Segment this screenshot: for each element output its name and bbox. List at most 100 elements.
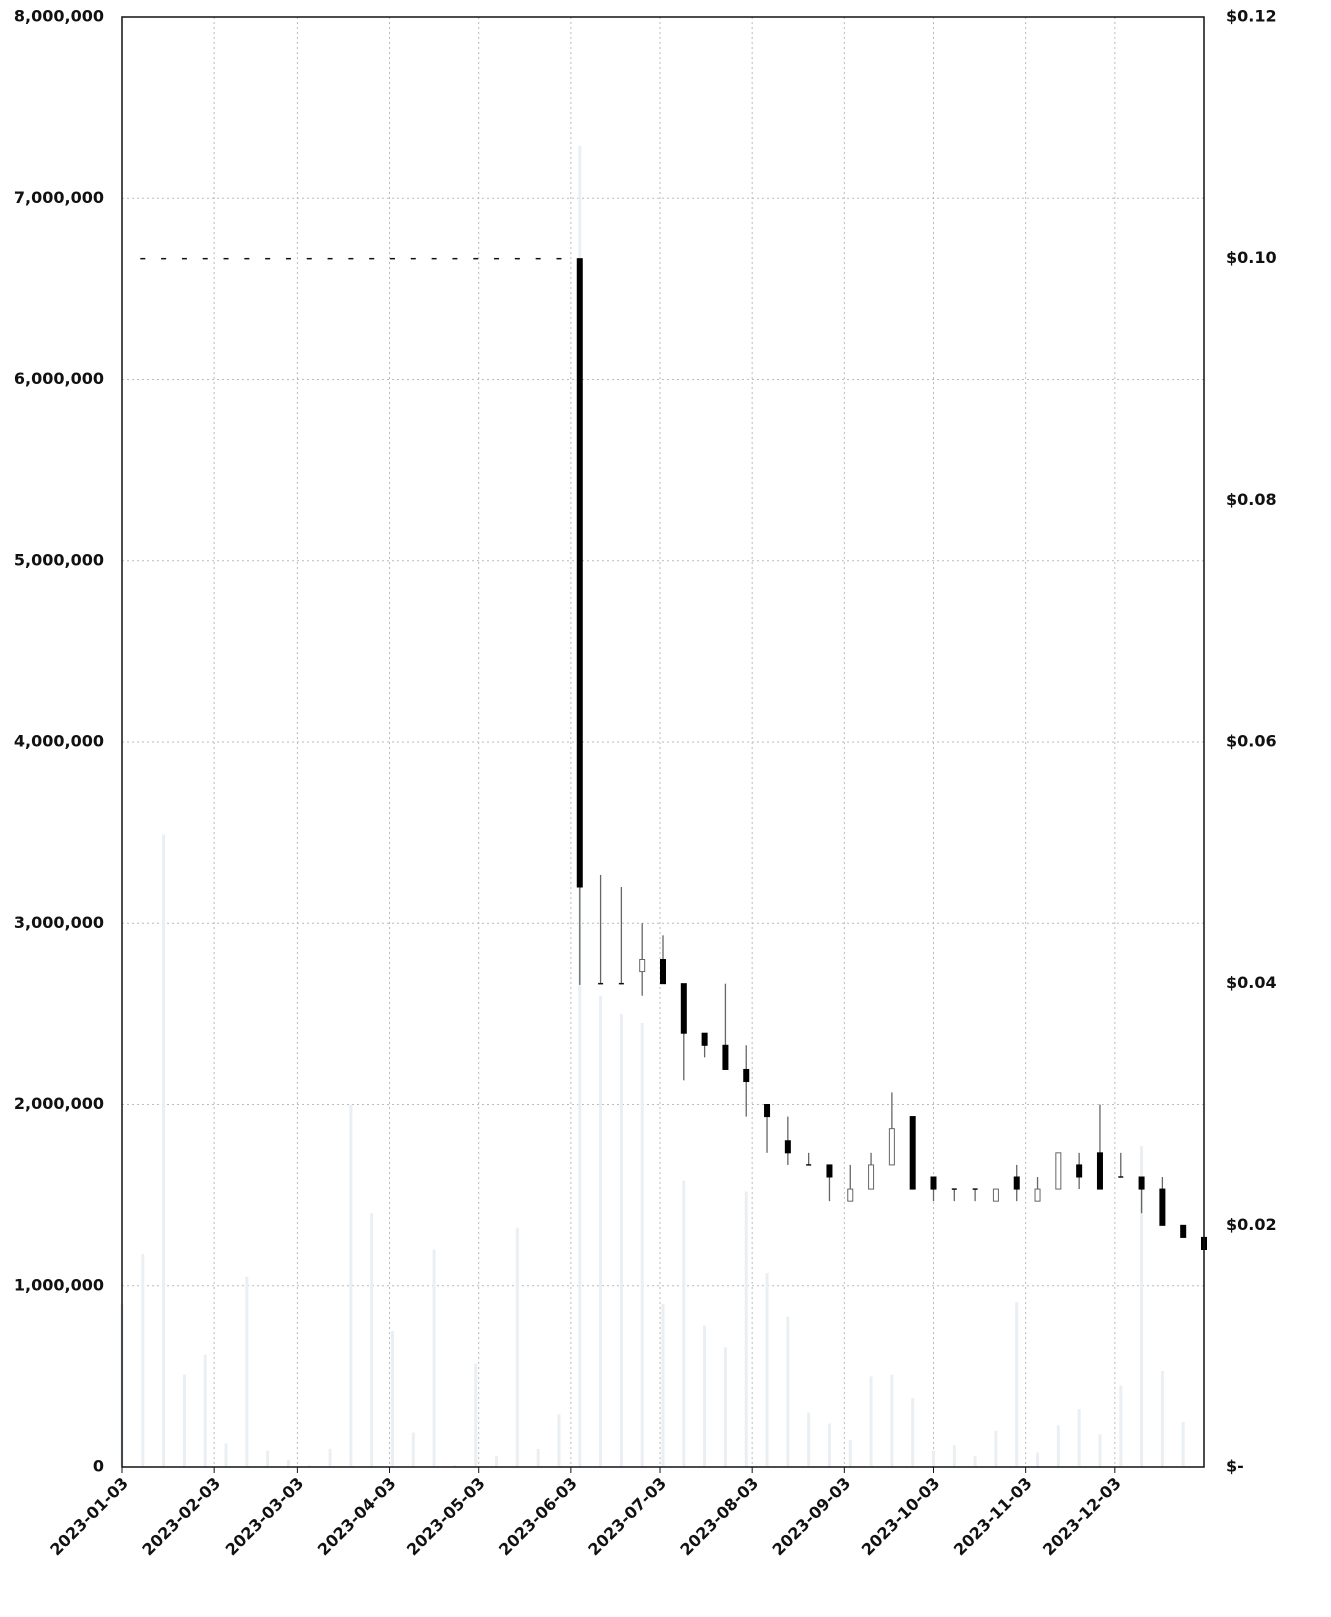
volume-bar xyxy=(474,1363,478,1467)
volume-bar xyxy=(1098,1434,1102,1467)
y-tick-label: 4,000,000 xyxy=(14,732,104,751)
volume-bar xyxy=(349,1104,353,1467)
candle-body xyxy=(868,1164,875,1190)
candle-body xyxy=(1180,1224,1187,1238)
x-tick-label: 2023-08-03 xyxy=(676,1474,762,1560)
volume-bar xyxy=(932,1450,935,1467)
volume-bar xyxy=(827,1423,831,1467)
volume-bar xyxy=(536,1448,540,1467)
volume-bar xyxy=(141,1254,145,1467)
volume-bar xyxy=(952,1445,956,1467)
candle-body xyxy=(826,1164,833,1178)
volume-bar xyxy=(286,1459,290,1467)
candle-body xyxy=(888,1128,895,1166)
x-tick-label: 2023-03-03 xyxy=(222,1474,308,1560)
volume-bar xyxy=(328,1448,332,1467)
volume-bar xyxy=(162,834,166,1467)
x-tick-label: 2023-02-03 xyxy=(138,1474,224,1560)
volume-bar xyxy=(515,1227,519,1467)
volume-bar xyxy=(411,1432,415,1467)
volume-bar xyxy=(182,1374,186,1467)
volume-bar xyxy=(1160,1370,1164,1467)
candle-body xyxy=(701,1032,708,1046)
y-tick-label: 3,000,000 xyxy=(14,913,104,932)
y-tick-label: 1,000,000 xyxy=(14,1275,104,1294)
candle-body xyxy=(1138,1176,1145,1190)
y-tick-label: 7,000,000 xyxy=(14,188,104,207)
volume-bar xyxy=(973,1456,977,1467)
y-tick-label: 6,000,000 xyxy=(14,369,104,388)
candle-body xyxy=(1076,1164,1083,1178)
x-tick-label: 2023-04-03 xyxy=(314,1474,400,1560)
volume-bar xyxy=(1140,1146,1144,1467)
volume-bar xyxy=(266,1450,270,1467)
x-tick-label: 2023-10-03 xyxy=(858,1474,944,1560)
labels: 0 1,000,000 2,000,000 3,000,000 4,000,000 5,0… xyxy=(14,7,1277,1560)
candle-body xyxy=(1055,1152,1062,1190)
candle-body xyxy=(1159,1188,1166,1226)
x-tick-label: 2023-05-03 xyxy=(403,1474,489,1560)
y2-tick-label: $0.06 xyxy=(1226,732,1277,751)
candle-body xyxy=(930,1176,937,1190)
volume-bar xyxy=(890,1374,894,1467)
candle-body xyxy=(639,959,646,973)
volume-bar xyxy=(1181,1421,1185,1467)
candle-body xyxy=(784,1140,791,1154)
y2-tick-label: $0.02 xyxy=(1226,1215,1277,1234)
volume-bar xyxy=(1119,1385,1123,1467)
x-tick-label: 2023-09-03 xyxy=(769,1474,855,1560)
volume-bar xyxy=(911,1398,915,1467)
candle-body xyxy=(847,1188,854,1202)
candles xyxy=(140,257,1207,1250)
y-tick-label: 8,000,000 xyxy=(14,7,104,26)
volume-bar xyxy=(370,1213,374,1467)
y2-tick-label: $0.04 xyxy=(1226,973,1277,992)
candle-body xyxy=(1013,1176,1020,1190)
volume-bar xyxy=(432,1249,436,1467)
volume-bar xyxy=(453,1465,457,1467)
volume-bar xyxy=(307,1465,311,1467)
x-tick-label: 2023-01-03 xyxy=(46,1474,132,1560)
y2-tick-label: $0.12 xyxy=(1226,7,1277,26)
volume-bar xyxy=(599,995,603,1467)
volume-bar xyxy=(619,1013,623,1467)
volume-bar xyxy=(682,1180,686,1467)
volume-bar xyxy=(1015,1302,1019,1467)
volume-bar xyxy=(224,1443,228,1467)
volume-bar xyxy=(245,1276,249,1467)
volume-bar xyxy=(765,1273,769,1467)
volume-bar xyxy=(807,1412,811,1467)
volume-bar xyxy=(786,1316,790,1467)
y2-tick-label: $0.10 xyxy=(1226,248,1277,267)
plot-frame xyxy=(121,16,1205,1468)
volume-bar xyxy=(661,1303,665,1467)
volume-bars xyxy=(120,145,1185,1467)
volume-bar xyxy=(203,1354,207,1467)
y-tick-label: 5,000,000 xyxy=(14,550,104,569)
volume-bar xyxy=(723,1347,727,1467)
x-tick-label: 2023-06-03 xyxy=(495,1474,581,1560)
candle-body xyxy=(660,959,666,985)
volume-bar xyxy=(848,1439,852,1467)
volume-bar xyxy=(703,1325,707,1467)
volume-bar xyxy=(1036,1452,1040,1467)
y2-tick-label: $- xyxy=(1226,1457,1244,1476)
volume-bar xyxy=(869,1376,873,1467)
candle-body xyxy=(764,1104,771,1118)
volume-bar xyxy=(391,1331,394,1467)
volume-bar xyxy=(1056,1425,1060,1467)
candle-body xyxy=(909,1116,916,1190)
y-tick-label: 0 xyxy=(93,1457,104,1476)
candle-body xyxy=(722,1044,729,1070)
volume-bar xyxy=(1077,1409,1081,1467)
volume-bar xyxy=(994,1430,998,1467)
candle-body xyxy=(743,1068,750,1083)
volume-bar xyxy=(495,1456,499,1467)
candle-body xyxy=(576,258,583,888)
volume-bar xyxy=(744,1191,748,1467)
y-tick-label: 2,000,000 xyxy=(14,1094,104,1113)
x-tick-label: 2023-12-03 xyxy=(1039,1474,1125,1560)
candle-body xyxy=(680,983,687,1034)
grid xyxy=(121,16,1204,1473)
